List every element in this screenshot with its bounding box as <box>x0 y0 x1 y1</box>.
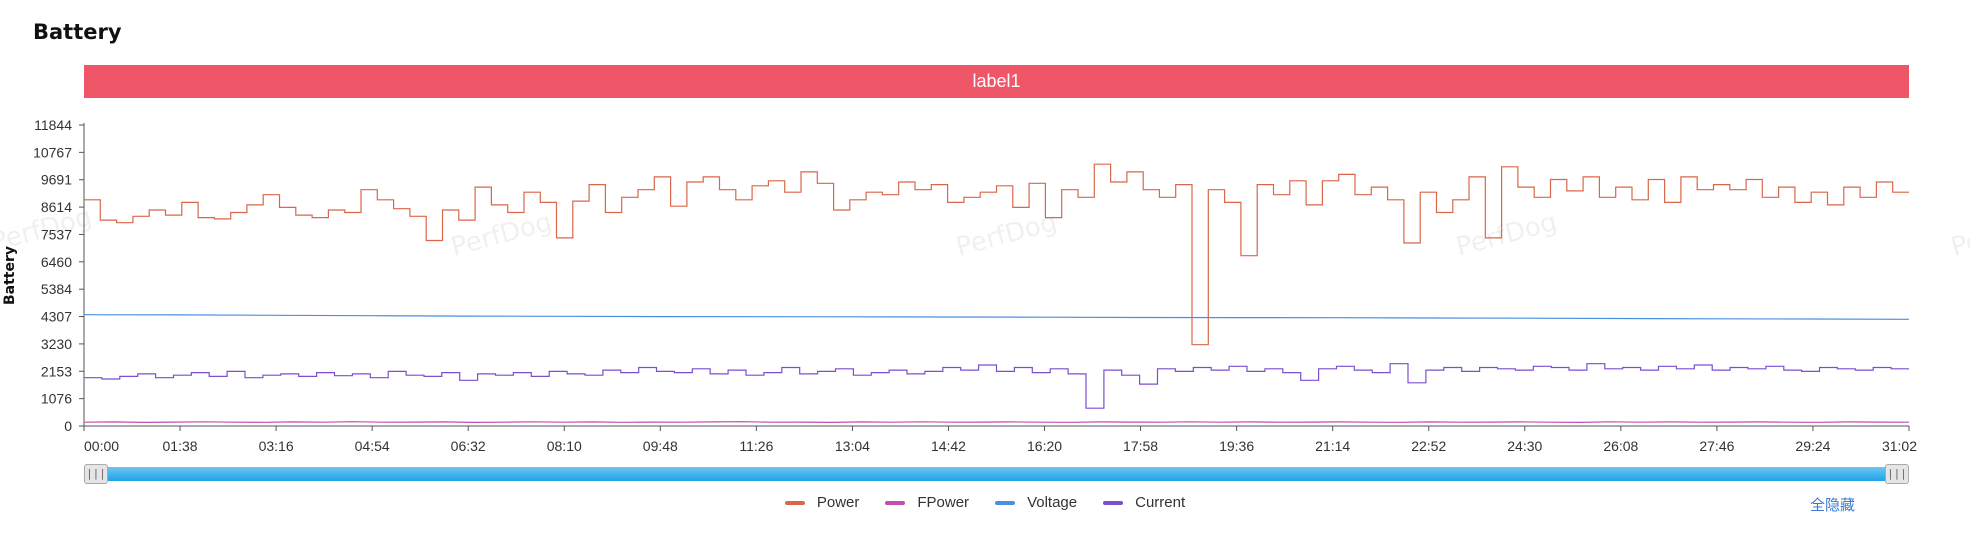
x-tick-label: 21:14 <box>1315 438 1350 454</box>
legend-swatch <box>995 500 1016 505</box>
y-tick-label: 8614 <box>41 199 72 215</box>
legend-swatch <box>784 500 805 505</box>
y-tick-label: 1076 <box>41 391 72 407</box>
y-tick-label: 10767 <box>33 144 72 160</box>
label-banner: label1 <box>84 65 1909 98</box>
series-line-fpower <box>83 421 1910 424</box>
y-tick-label: 2153 <box>41 363 72 379</box>
x-tick-label: 24:30 <box>1507 438 1542 454</box>
y-tick-label: 3230 <box>41 336 72 352</box>
x-tick-label: 29:24 <box>1795 438 1830 454</box>
x-tick-label: 26:08 <box>1603 438 1638 454</box>
legend-label: Voltage <box>1027 494 1078 511</box>
legend-item-current[interactable]: Current <box>1103 494 1185 511</box>
y-tick-label: 4307 <box>41 309 72 325</box>
x-tick-label: 06:32 <box>451 438 486 454</box>
legend-item-power[interactable]: Power <box>784 494 860 511</box>
zoom-handle-left[interactable]: ||| <box>84 464 108 484</box>
legend-label: Current <box>1135 494 1186 511</box>
legend-label: Power <box>816 494 860 511</box>
x-tick-label: 22:52 <box>1411 438 1446 454</box>
series-line-voltage <box>83 314 1910 320</box>
x-tick-label: 11:26 <box>739 438 773 454</box>
page-title: Battery <box>33 20 122 44</box>
x-tick-label: 13:04 <box>835 438 870 454</box>
series-line-power <box>84 163 1909 346</box>
legend: Power FPower Voltage Current <box>0 494 1970 511</box>
legend-label: FPower <box>917 494 970 511</box>
y-axis-label: Battery <box>2 246 18 305</box>
x-tick-label: 00:00 <box>84 438 119 454</box>
x-tick-label: 04:54 <box>355 438 390 454</box>
legend-item-fpower[interactable]: FPower <box>885 494 969 511</box>
x-tick-label: 08:10 <box>547 438 582 454</box>
x-tick-label: 17:58 <box>1123 438 1158 454</box>
x-tick-label: 03:16 <box>259 438 294 454</box>
y-tick-label: 0 <box>64 418 72 434</box>
x-tick-label: 01:38 <box>163 438 198 454</box>
battery-chart[interactable]: 11844 10767 9691 8614 7537 6460 5384 4307 3230 21… <box>0 0 1970 460</box>
hide-all-link[interactable]: 全隐藏 <box>1810 496 1856 514</box>
x-tick-label: 31:02 <box>1882 438 1917 454</box>
y-tick-label: 11844 <box>34 117 72 133</box>
legend-swatch <box>1103 500 1124 505</box>
zoom-handle-right[interactable]: ||| <box>1885 464 1909 484</box>
x-tick-label: 27:46 <box>1699 438 1734 454</box>
series-line-current <box>84 363 1909 409</box>
legend-item-voltage[interactable]: Voltage <box>995 494 1077 511</box>
x-tick-label: 19:36 <box>1219 438 1254 454</box>
x-tick-label: 16:20 <box>1027 438 1062 454</box>
zoom-slider-track[interactable] <box>84 467 1909 481</box>
legend-swatch <box>885 500 906 505</box>
y-tick-label: 5384 <box>41 281 72 297</box>
y-tick-label: 7537 <box>41 226 72 242</box>
x-tick-label: 09:48 <box>643 438 678 454</box>
y-tick-label: 9691 <box>41 172 72 188</box>
y-tick-label: 6460 <box>41 254 72 270</box>
zoom-slider[interactable]: ||| ||| <box>84 464 1909 484</box>
x-tick-label: 14:42 <box>931 438 966 454</box>
